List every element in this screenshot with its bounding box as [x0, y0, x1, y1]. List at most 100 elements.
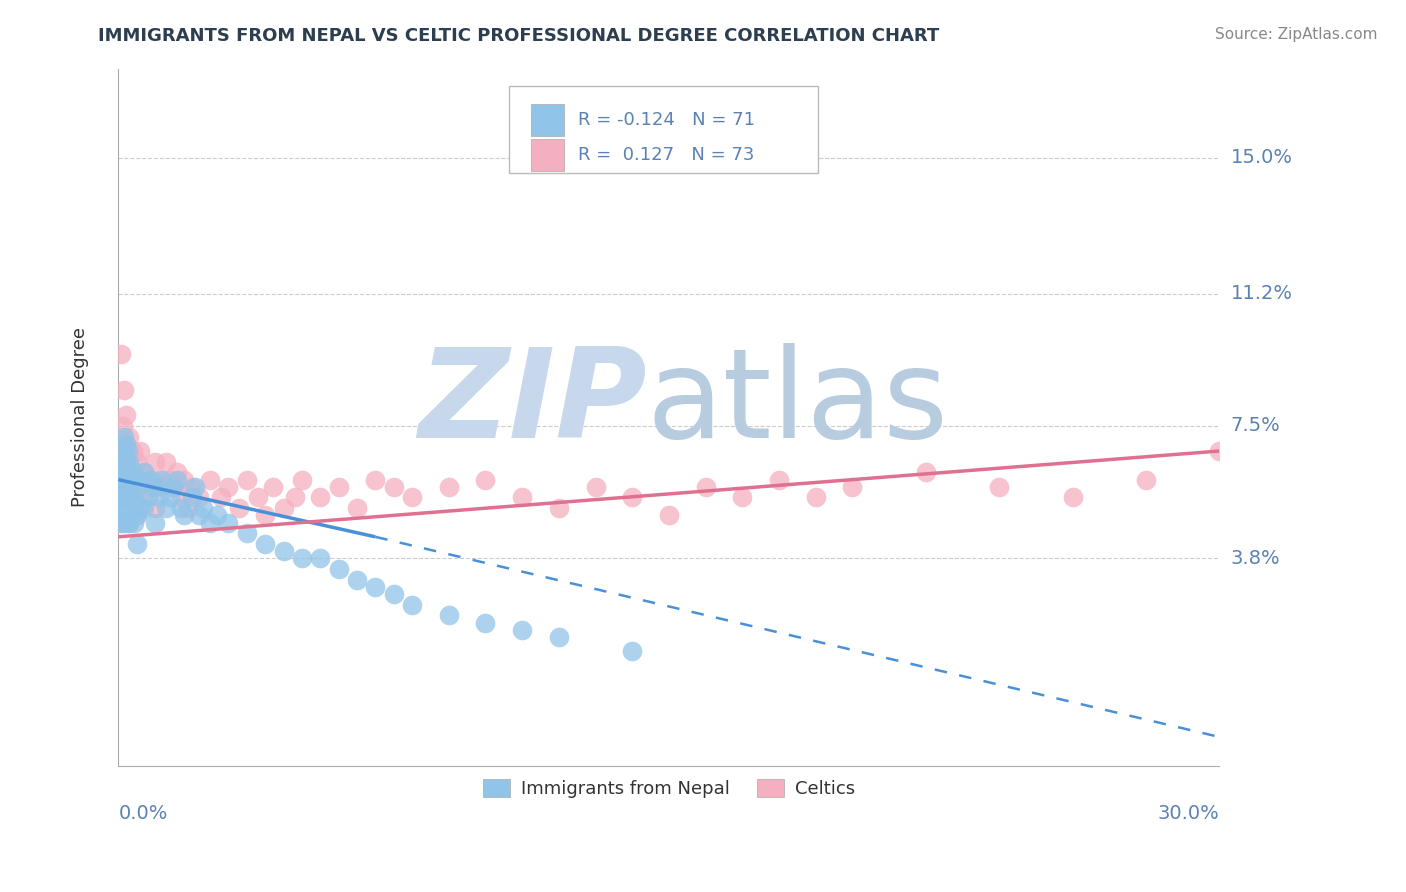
Point	[111, 444, 134, 458]
Point	[246, 491, 269, 505]
Point	[346, 501, 368, 516]
Point	[112, 491, 135, 505]
Point	[132, 501, 155, 516]
Point	[254, 508, 277, 523]
Point	[118, 516, 141, 530]
Point	[177, 501, 200, 516]
Point	[155, 455, 177, 469]
Point	[129, 491, 152, 505]
Point	[112, 466, 135, 480]
Point	[170, 491, 193, 505]
Point	[382, 587, 405, 601]
Point	[143, 501, 166, 516]
Point	[254, 537, 277, 551]
Point	[162, 480, 184, 494]
Point	[658, 508, 681, 523]
Point	[309, 491, 332, 505]
Point	[129, 444, 152, 458]
Point	[291, 551, 314, 566]
Point	[111, 455, 134, 469]
Point	[162, 480, 184, 494]
Text: R = -0.124   N = 71: R = -0.124 N = 71	[578, 111, 755, 129]
Point	[125, 508, 148, 523]
Point	[804, 491, 827, 505]
FancyBboxPatch shape	[531, 139, 564, 171]
Point	[914, 466, 936, 480]
Point	[731, 491, 754, 505]
Text: 15.0%: 15.0%	[1230, 148, 1292, 168]
Point	[132, 466, 155, 480]
Point	[1135, 473, 1157, 487]
Text: ZIP: ZIP	[418, 343, 647, 464]
Point	[129, 473, 152, 487]
Text: 7.5%: 7.5%	[1230, 417, 1281, 435]
Point	[136, 491, 159, 505]
Text: R =  0.127   N = 73: R = 0.127 N = 73	[578, 146, 754, 164]
Point	[170, 501, 193, 516]
Text: 3.8%: 3.8%	[1230, 549, 1281, 567]
Point	[474, 473, 496, 487]
Point	[118, 516, 141, 530]
Point	[166, 466, 188, 480]
Point	[111, 491, 134, 505]
Point	[114, 480, 136, 494]
Point	[291, 473, 314, 487]
Point	[148, 473, 170, 487]
Point	[114, 473, 136, 487]
Point	[328, 480, 350, 494]
Point	[122, 491, 145, 505]
Point	[382, 480, 405, 494]
Point	[695, 480, 717, 494]
Point	[112, 430, 135, 444]
Point	[120, 473, 142, 487]
Point	[166, 473, 188, 487]
Point	[547, 501, 569, 516]
Point	[141, 473, 163, 487]
Point	[585, 480, 607, 494]
Point	[328, 562, 350, 576]
Point	[112, 473, 135, 487]
Point	[118, 466, 141, 480]
Point	[118, 491, 141, 505]
Point	[364, 473, 387, 487]
Point	[173, 508, 195, 523]
Text: 0.0%: 0.0%	[118, 805, 167, 823]
Point	[125, 537, 148, 551]
Point	[136, 473, 159, 487]
Point	[273, 501, 295, 516]
FancyBboxPatch shape	[509, 86, 817, 173]
Point	[218, 480, 240, 494]
Point	[111, 419, 134, 434]
Point	[283, 491, 305, 505]
Point	[125, 480, 148, 494]
Point	[198, 473, 221, 487]
Point	[262, 480, 284, 494]
Point	[111, 444, 134, 458]
Point	[115, 455, 138, 469]
Point	[437, 608, 460, 623]
Point	[110, 516, 132, 530]
Point	[198, 516, 221, 530]
Point	[114, 437, 136, 451]
Point	[132, 466, 155, 480]
Point	[122, 444, 145, 458]
Point	[474, 615, 496, 630]
Point	[117, 455, 139, 469]
Point	[111, 473, 134, 487]
Point	[108, 491, 131, 505]
Point	[184, 480, 207, 494]
Point	[117, 480, 139, 494]
Point	[111, 508, 134, 523]
Text: Source: ZipAtlas.com: Source: ZipAtlas.com	[1215, 27, 1378, 42]
Point	[114, 409, 136, 423]
Point	[180, 491, 202, 505]
Point	[180, 480, 202, 494]
Point	[120, 501, 142, 516]
Point	[188, 508, 211, 523]
Point	[122, 466, 145, 480]
Point	[1208, 444, 1230, 458]
Point	[143, 516, 166, 530]
Point	[510, 623, 533, 637]
Point	[148, 491, 170, 505]
Point	[621, 644, 644, 658]
